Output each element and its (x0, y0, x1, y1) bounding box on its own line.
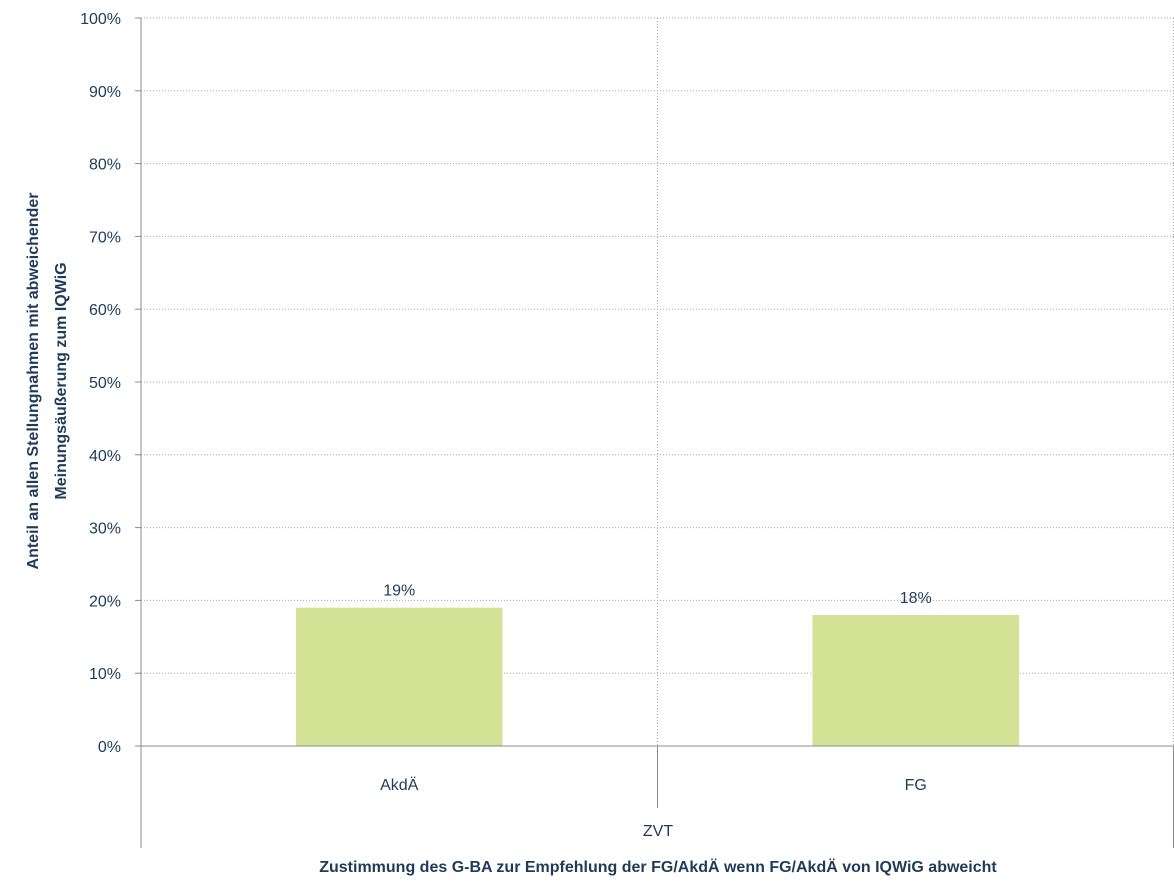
y-tick-label: 90% (89, 84, 121, 101)
y-tick-label: 70% (89, 229, 121, 246)
y-axis-title-line-2: Meinungsäußerung zum IQWiG (53, 262, 70, 499)
y-tick-label: 80% (89, 157, 121, 174)
data-label: 18% (900, 590, 932, 607)
y-tick-label: 100% (80, 11, 121, 28)
bar (295, 607, 503, 746)
y-tick-label: 20% (89, 593, 121, 610)
x-axis-title: Zustimmung des G-BA zur Empfehlung der F… (319, 858, 997, 876)
bar (812, 614, 1020, 746)
data-labels: 19% 18% (383, 583, 932, 607)
data-label: 19% (383, 583, 415, 600)
y-tick-labels: 0% 10% 20% 30% 40% 50% 60% 70% 80% 90% 100% (80, 11, 121, 756)
y-tick-label: 40% (89, 448, 121, 465)
y-axis-title-line-1: Anteil an allen Stellungnahmen mit abwei… (25, 193, 42, 570)
y-tick-label: 50% (89, 375, 121, 392)
category-labels: AkdÄ FG (380, 776, 927, 794)
group-label: ZVT (643, 823, 673, 840)
category-label: AkdÄ (380, 776, 419, 794)
y-tick-label: 30% (89, 521, 121, 538)
y-tick-label: 10% (89, 666, 121, 683)
y-tick-label: 0% (98, 739, 121, 756)
axes (135, 17, 1174, 848)
y-tick-label: 60% (89, 302, 121, 319)
category-label: FG (905, 777, 927, 794)
bars (295, 607, 1020, 746)
